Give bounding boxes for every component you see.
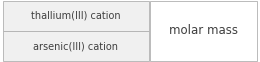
- Bar: [3, 31, 149, 61]
- Text: molar mass: molar mass: [170, 24, 238, 38]
- Bar: [150, 1, 257, 61]
- Bar: [3, 1, 149, 31]
- Text: arsenic(III) cation: arsenic(III) cation: [33, 41, 118, 51]
- Text: thallium(III) cation: thallium(III) cation: [31, 11, 121, 21]
